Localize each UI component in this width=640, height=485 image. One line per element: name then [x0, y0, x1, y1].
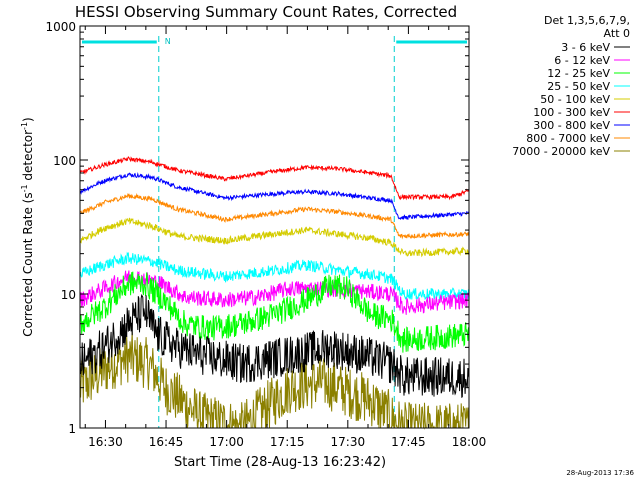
- y-tick-label: 10: [61, 288, 76, 302]
- x-tick-label: 16:45: [149, 435, 184, 449]
- legend-label: 3 - 6 keV: [561, 41, 610, 54]
- series-line: [79, 271, 470, 353]
- legend-label: 300 - 800 keV: [533, 119, 610, 132]
- series-line: [79, 251, 470, 300]
- series-line: [79, 156, 470, 201]
- series-line: [79, 294, 470, 398]
- x-tick-label: 17:00: [209, 435, 244, 449]
- night-marker-label: N: [165, 37, 171, 46]
- x-tick-label: 17:45: [391, 435, 426, 449]
- legend-label: 25 - 50 keV: [547, 80, 610, 93]
- y-tick-label: 1: [68, 422, 76, 436]
- y-tick-label: 1000: [45, 20, 76, 34]
- legend-label: 12 - 25 keV: [547, 67, 610, 80]
- legend-label: 100 - 300 keV: [533, 106, 610, 119]
- legend-label: 800 - 7000 keV: [526, 132, 610, 145]
- x-tick-label: 17:30: [331, 435, 366, 449]
- chart-title: HESSI Observing Summary Count Rates, Cor…: [75, 3, 457, 21]
- axes: 16:30 16:45 17:00 17:15 17:30 17:45 18:00 1 10 10…: [45, 20, 486, 449]
- series-line: [79, 192, 470, 240]
- x-tick-label: 16:30: [88, 435, 123, 449]
- legend-header-line-1: Det 1,3,5,6,7,9,: [544, 14, 630, 27]
- footer-timestamp: 28-Aug-2013 17:36: [566, 469, 634, 477]
- legend-label: 50 - 100 keV: [540, 93, 610, 106]
- x-axis-label: Start Time (28-Aug-13 16:23:42): [174, 455, 386, 470]
- series-line: [79, 172, 470, 221]
- x-tick-label: 17:15: [270, 435, 305, 449]
- legend-label: 6 - 12 keV: [554, 54, 610, 67]
- plot-frame: [79, 25, 470, 429]
- legend-label: 7000 - 20000 keV: [512, 145, 610, 158]
- series-line: [79, 270, 470, 315]
- y-axis-label: Corrected Count Rate (s-1 detector-1): [20, 117, 35, 336]
- x-tick-label: 18:00: [452, 435, 487, 449]
- y-tick-label: 100: [53, 154, 76, 168]
- series-line: [79, 217, 470, 258]
- legend-header-line-2: Att 0: [604, 27, 630, 40]
